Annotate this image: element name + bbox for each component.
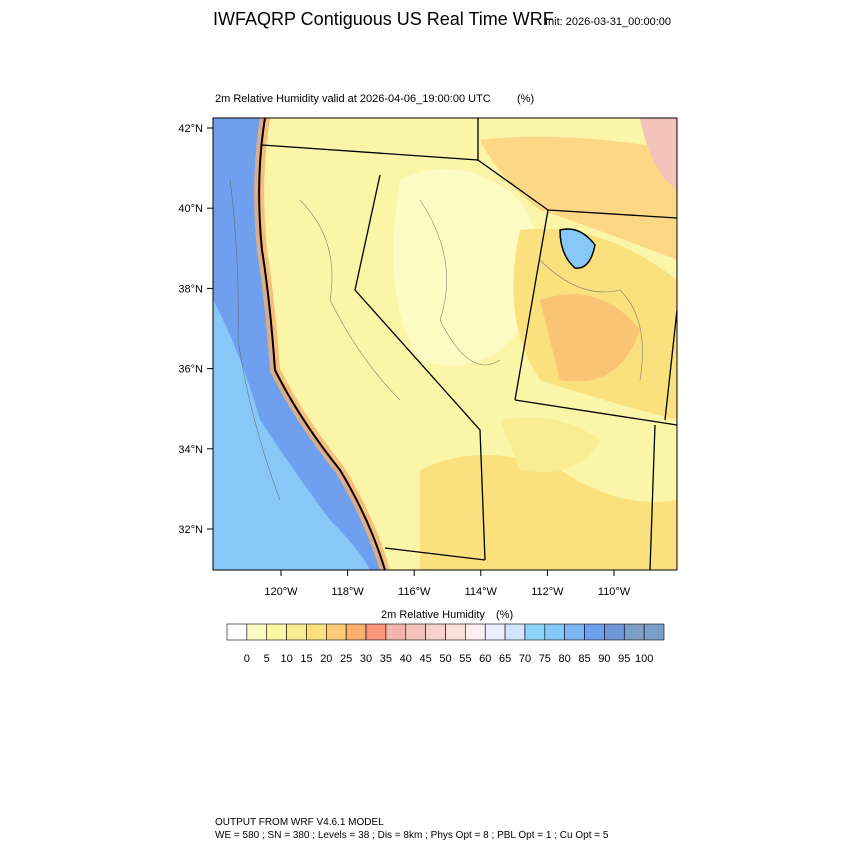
colorbar-box bbox=[385, 623, 407, 641]
colorbar-label: 10 bbox=[280, 653, 292, 665]
lat-label: 34°N bbox=[178, 444, 203, 456]
colorbar-box bbox=[246, 623, 268, 641]
colorbar-box bbox=[345, 623, 367, 641]
colorbar-label: 55 bbox=[459, 653, 471, 665]
init-time: Init: 2026-03-31_00:00:00 bbox=[545, 16, 671, 28]
colorbar-label: 85 bbox=[578, 653, 590, 665]
lon-label: 110°W bbox=[598, 586, 631, 598]
colorbar-box bbox=[326, 623, 347, 641]
lon-label: 120°W bbox=[264, 586, 298, 598]
lat-label: 38°N bbox=[178, 283, 203, 295]
colorbar-box bbox=[524, 623, 546, 641]
title: IWFAQRP Contiguous US Real Time WRF bbox=[213, 9, 554, 29]
colorbar-box bbox=[504, 623, 526, 641]
colorbar-label: 20 bbox=[320, 653, 332, 665]
colorbar-box bbox=[405, 623, 426, 641]
colorbar-box bbox=[226, 623, 248, 641]
colorbar-units: (%) bbox=[496, 609, 513, 621]
colorbar-box bbox=[365, 623, 387, 641]
footer-line: OUTPUT FROM WRF V4.6.1 MODEL bbox=[215, 817, 384, 828]
lat-label: 32°N bbox=[178, 524, 203, 536]
colorbar-label: 50 bbox=[439, 653, 451, 665]
colorbar-label: 75 bbox=[539, 653, 551, 665]
colorbar-label: 90 bbox=[598, 653, 610, 665]
colorbar-title: 2m Relative Humidity bbox=[381, 609, 485, 621]
colorbar-box bbox=[623, 623, 645, 641]
colorbar-label: 5 bbox=[264, 653, 270, 665]
map-units: (%) bbox=[517, 93, 534, 105]
lon-label: 118°W bbox=[331, 586, 364, 598]
colorbar-box bbox=[465, 623, 486, 641]
colorbar-label: 35 bbox=[380, 653, 392, 665]
colorbar-label: 0 bbox=[244, 653, 250, 665]
lat-label: 36°N bbox=[178, 364, 203, 376]
colorbar: 0 5 10 15 20 25 30 35 40 45 50 55 60 65 70 75 80 85 90 95 10… bbox=[226, 623, 665, 665]
colorbar-box bbox=[425, 623, 446, 641]
lat-label: 42°N bbox=[178, 123, 203, 135]
colorbar-label: 25 bbox=[340, 653, 352, 665]
colorbar-box bbox=[484, 623, 506, 641]
lon-label: 116°W bbox=[398, 586, 431, 598]
footer-line: WE = 580 ; SN = 380 ; Levels = 38 ; Dis … bbox=[215, 830, 609, 841]
colorbar-box bbox=[286, 623, 307, 641]
colorbar-box bbox=[584, 623, 605, 641]
lon-label: 112°W bbox=[531, 586, 564, 598]
colorbar-label: 65 bbox=[499, 653, 511, 665]
map-field bbox=[213, 118, 677, 570]
colorbar-box bbox=[266, 623, 287, 641]
map-axes: 42°N 40°N 38°N 36°N 34°N 32°N 120°W 118°W 116°W 1… bbox=[178, 123, 630, 598]
colorbar-box bbox=[306, 623, 327, 641]
lat-label: 40°N bbox=[178, 203, 203, 215]
colorbar-box bbox=[643, 623, 665, 641]
colorbar-box bbox=[564, 623, 585, 641]
colorbar-label: 80 bbox=[559, 653, 571, 665]
colorbar-label: 60 bbox=[479, 653, 491, 665]
colorbar-label: 95 bbox=[618, 653, 630, 665]
colorbar-label: 45 bbox=[420, 653, 432, 665]
colorbar-box bbox=[604, 623, 625, 641]
lon-label: 114°W bbox=[465, 586, 498, 598]
colorbar-label: 15 bbox=[300, 653, 312, 665]
colorbar-label: 40 bbox=[400, 653, 412, 665]
map-subtitle: 2m Relative Humidity valid at 2026-04-06… bbox=[215, 93, 491, 105]
map-frame bbox=[212, 117, 678, 571]
colorbar-label: 30 bbox=[360, 653, 372, 665]
colorbar-box bbox=[445, 623, 466, 641]
colorbar-label: 70 bbox=[519, 653, 531, 665]
colorbar-box bbox=[544, 623, 565, 641]
colorbar-label: 100 bbox=[635, 653, 653, 665]
